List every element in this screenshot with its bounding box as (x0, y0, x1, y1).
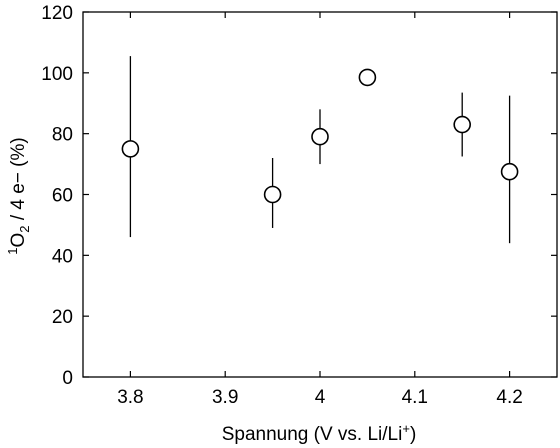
x-tick-label: 3.9 (212, 387, 238, 408)
data-point (121, 140, 140, 158)
y-tick-label: 40 (52, 246, 73, 267)
x-tick-label: 4.1 (402, 387, 428, 408)
data-point (453, 115, 472, 134)
x-axis-title: Spannung (V vs. Li/Li+) (222, 421, 417, 445)
x-tick-label: 4.2 (496, 387, 522, 408)
y-tick-label: 80 (52, 125, 73, 146)
axis-ticks: 3.8 3.9 4 4.1 4.2 0 20 40 60 80 100 120 (41, 3, 557, 408)
plot-frame (82, 11, 558, 378)
y-tick-label: 0 (62, 368, 73, 389)
data-point (311, 127, 329, 146)
y-axis-title: 1O2 / 4 e− (%) (5, 137, 32, 254)
data-point (358, 68, 377, 87)
data-point (263, 185, 282, 204)
plot-area (82, 11, 558, 378)
y-tick-label: 60 (52, 186, 73, 207)
x-tick-label: 3.8 (117, 387, 143, 408)
data-point (500, 162, 519, 181)
y-tick-label: 100 (41, 64, 73, 85)
data-marks (121, 56, 519, 244)
x-tick-label: 4 (315, 387, 326, 408)
y-tick-label: 120 (41, 3, 73, 24)
y-tick-label: 20 (52, 307, 73, 328)
